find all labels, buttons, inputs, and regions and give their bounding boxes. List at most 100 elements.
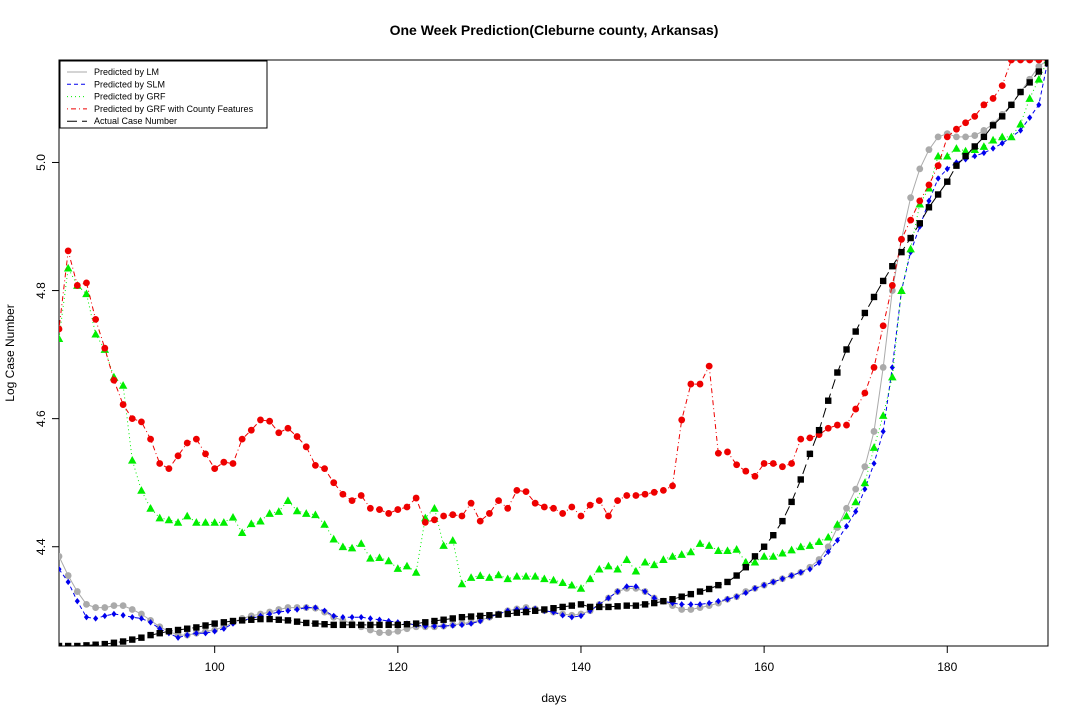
data-point bbox=[366, 504, 374, 512]
data-point bbox=[63, 263, 73, 272]
data-point bbox=[513, 609, 521, 616]
data-point bbox=[567, 580, 577, 589]
data-point bbox=[83, 613, 90, 621]
data-point bbox=[916, 165, 924, 173]
data-point bbox=[879, 322, 887, 330]
data-point bbox=[687, 590, 695, 598]
data-point bbox=[356, 539, 366, 547]
data-point bbox=[540, 574, 549, 583]
data-point bbox=[815, 426, 823, 434]
data-point bbox=[962, 152, 969, 160]
data-point bbox=[678, 416, 686, 424]
data-point bbox=[193, 629, 199, 637]
data-point bbox=[59, 334, 64, 342]
data-point bbox=[925, 181, 933, 189]
data-point bbox=[450, 622, 456, 629]
data-point bbox=[247, 519, 256, 528]
data-point bbox=[823, 532, 833, 541]
data-point bbox=[312, 604, 318, 611]
data-point bbox=[119, 638, 127, 645]
data-point bbox=[623, 492, 631, 499]
data-point bbox=[798, 569, 804, 576]
data-point bbox=[521, 571, 531, 580]
data-point bbox=[394, 506, 402, 513]
data-point bbox=[852, 328, 859, 335]
data-point bbox=[861, 389, 869, 397]
data-point bbox=[256, 516, 265, 525]
data-point bbox=[74, 642, 81, 646]
data-point bbox=[852, 405, 860, 413]
data-point bbox=[696, 604, 704, 611]
data-point bbox=[861, 463, 869, 471]
data-point bbox=[1016, 119, 1025, 128]
data-point bbox=[540, 503, 548, 511]
data-point bbox=[541, 606, 548, 613]
data-point bbox=[550, 605, 557, 612]
data-point bbox=[514, 606, 520, 613]
data-point bbox=[596, 603, 603, 611]
data-point bbox=[1026, 79, 1033, 86]
data-point bbox=[174, 452, 182, 460]
data-point bbox=[157, 625, 163, 632]
data-point bbox=[686, 547, 696, 556]
data-point bbox=[1035, 60, 1043, 64]
data-point bbox=[147, 631, 154, 639]
data-point bbox=[980, 133, 988, 141]
data-point bbox=[92, 315, 100, 323]
data-point bbox=[999, 140, 1005, 147]
data-point bbox=[340, 613, 346, 621]
data-point bbox=[129, 636, 136, 643]
data-point bbox=[119, 602, 127, 610]
data-point bbox=[898, 248, 905, 256]
data-point bbox=[907, 234, 914, 242]
data-point bbox=[696, 588, 704, 595]
data-point bbox=[477, 612, 484, 620]
data-point bbox=[512, 571, 522, 580]
legend-label: Predicted by GRF bbox=[94, 92, 166, 102]
data-point bbox=[586, 603, 594, 611]
data-point bbox=[174, 626, 182, 634]
data-point bbox=[458, 613, 466, 621]
data-point bbox=[631, 566, 641, 575]
data-point bbox=[330, 621, 337, 629]
data-point bbox=[312, 461, 319, 469]
data-point bbox=[560, 612, 566, 619]
y-tick-label: 4.8 bbox=[34, 282, 48, 299]
data-point bbox=[267, 610, 273, 618]
data-point bbox=[202, 450, 209, 458]
data-point bbox=[714, 449, 722, 457]
data-point bbox=[934, 162, 942, 170]
data-point bbox=[997, 132, 1007, 141]
series-line bbox=[59, 62, 1048, 646]
data-point bbox=[522, 488, 530, 496]
data-point bbox=[696, 380, 704, 388]
legend-item: Predicted by LM bbox=[67, 67, 159, 77]
data-point bbox=[83, 279, 90, 287]
y-tick-label: 4.4 bbox=[34, 538, 48, 555]
data-point bbox=[759, 552, 769, 560]
series-line bbox=[59, 60, 1048, 636]
data-point bbox=[779, 463, 786, 471]
data-point bbox=[953, 125, 960, 133]
data-point bbox=[824, 424, 832, 432]
data-point bbox=[110, 602, 118, 610]
data-point bbox=[376, 616, 383, 623]
data-point bbox=[788, 498, 795, 506]
data-point bbox=[604, 561, 613, 570]
data-point bbox=[64, 247, 72, 255]
data-point bbox=[935, 175, 941, 182]
data-point bbox=[549, 575, 558, 584]
data-point bbox=[889, 263, 896, 270]
data-point bbox=[1017, 60, 1024, 64]
data-point bbox=[303, 619, 310, 627]
data-point bbox=[1017, 88, 1024, 96]
data-point bbox=[475, 571, 485, 579]
data-point bbox=[769, 460, 777, 467]
data-point bbox=[989, 122, 997, 129]
legend-item: Predicted by SLM bbox=[67, 79, 165, 89]
data-point bbox=[276, 608, 282, 616]
data-point bbox=[110, 639, 118, 646]
data-point bbox=[412, 494, 420, 502]
data-point bbox=[331, 612, 337, 620]
